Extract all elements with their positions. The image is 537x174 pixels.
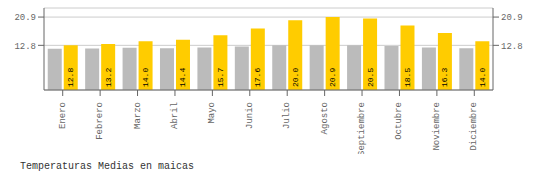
svg-text:Abril: Abril <box>170 102 180 129</box>
svg-text:17.6: 17.6 <box>253 68 262 87</box>
svg-text:13.2: 13.2 <box>104 68 113 87</box>
svg-text:20.9: 20.9 <box>14 13 36 23</box>
svg-text:18.5: 18.5 <box>403 68 412 87</box>
svg-text:Noviembre: Noviembre <box>432 102 442 151</box>
svg-text:12.8: 12.8 <box>66 68 75 87</box>
svg-text:14.4: 14.4 <box>178 68 187 87</box>
svg-text:12.8: 12.8 <box>14 42 36 52</box>
svg-text:Junio: Junio <box>245 102 255 129</box>
svg-text:16.3: 16.3 <box>440 68 449 87</box>
svg-text:20.9: 20.9 <box>501 13 523 23</box>
svg-text:14.0: 14.0 <box>478 68 487 87</box>
svg-text:Octubre: Octubre <box>394 102 404 140</box>
svg-text:15.7: 15.7 <box>216 68 225 87</box>
svg-text:Diciembre: Diciembre <box>469 102 479 151</box>
svg-text:Mayo: Mayo <box>207 102 217 124</box>
svg-text:20.0: 20.0 <box>291 68 300 87</box>
svg-text:20.5: 20.5 <box>366 68 375 87</box>
svg-text:Septiembre: Septiembre <box>357 102 367 154</box>
svg-text:12.8: 12.8 <box>501 42 523 52</box>
html-text:Temperaturas Medias en maicas: Temperaturas Medias en maicas <box>20 161 194 172</box>
svg-text:Enero: Enero <box>58 102 68 129</box>
svg-text:Julio: Julio <box>282 102 292 129</box>
svg-text:Agosto: Agosto <box>320 102 330 134</box>
svg-text:Febrero: Febrero <box>95 102 105 140</box>
svg-text:14.0: 14.0 <box>141 68 150 87</box>
svg-text:Marzo: Marzo <box>133 102 143 129</box>
svg-text:20.9: 20.9 <box>328 68 337 87</box>
